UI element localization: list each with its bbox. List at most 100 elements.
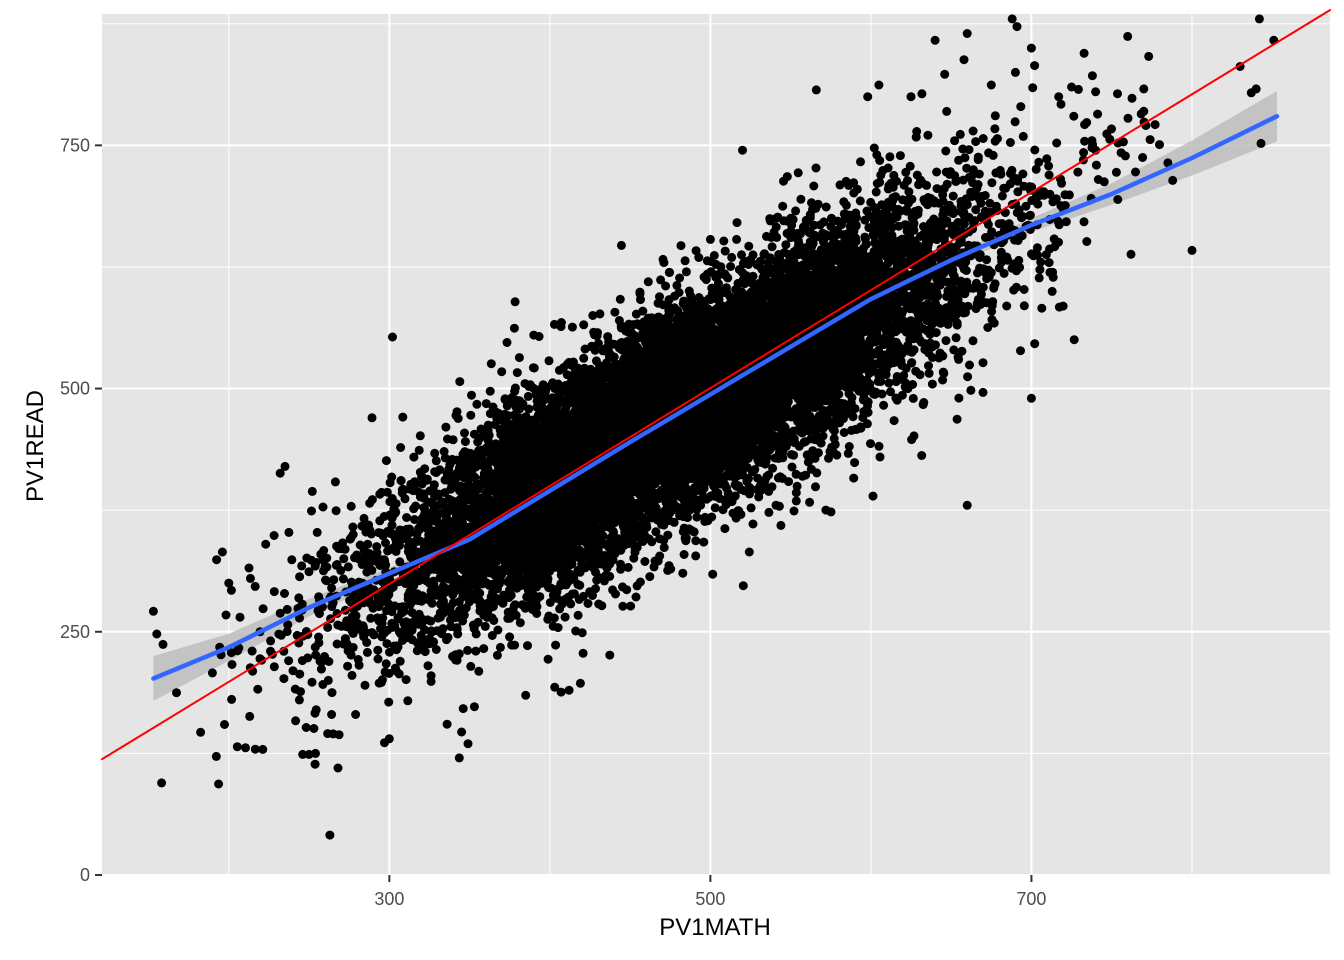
scatter-point	[327, 688, 337, 698]
scatter-point	[762, 231, 771, 241]
scatter-point	[656, 275, 666, 285]
scatter-point	[588, 311, 598, 320]
scatter-point	[381, 659, 391, 669]
scatter-point	[661, 281, 671, 291]
scatter-point	[291, 716, 301, 726]
scatter-point	[767, 242, 777, 252]
scatter-point	[821, 202, 831, 212]
scatter-point	[978, 387, 988, 397]
scatter-point	[811, 482, 820, 492]
scatter-point	[407, 608, 417, 618]
scatter-point	[544, 356, 554, 366]
scatter-point	[727, 252, 737, 262]
scatter-point	[595, 309, 605, 319]
scatter-point	[227, 660, 237, 669]
scatter-point	[560, 612, 570, 622]
scatter-point	[1111, 167, 1121, 177]
scatter-point	[1016, 346, 1025, 356]
scatter-point	[454, 753, 464, 763]
scatter-point	[402, 513, 412, 522]
scatter-point	[951, 333, 961, 343]
scatter-point	[1079, 148, 1089, 157]
scatter-point	[710, 503, 720, 513]
scatter-point	[895, 151, 905, 161]
scatter-point	[997, 191, 1007, 201]
scatter-point	[626, 601, 636, 611]
scatter-point	[1113, 89, 1122, 99]
scatter-point	[396, 443, 406, 452]
scatter-point	[949, 345, 959, 355]
scatter-point	[214, 779, 224, 789]
scatter-point	[917, 451, 927, 460]
scatter-point	[732, 218, 742, 228]
scatter-point	[380, 667, 390, 677]
scatter-point	[250, 581, 260, 591]
scatter-point	[284, 656, 294, 666]
scatter-point	[672, 280, 682, 290]
scatter-point	[990, 124, 1000, 134]
scatter-point	[869, 143, 879, 153]
scatter-point	[740, 486, 749, 496]
scatter-point	[917, 89, 927, 99]
scatter-point	[395, 656, 405, 666]
scatter-point	[764, 507, 774, 517]
scatter-point	[515, 618, 525, 628]
scatter-point	[301, 723, 311, 732]
scatter-point	[964, 145, 974, 155]
scatter-point	[562, 370, 572, 380]
scatter-point	[942, 106, 952, 116]
scatter-point	[805, 497, 815, 507]
scatter-point	[875, 452, 885, 462]
scatter-point	[982, 255, 992, 265]
scatter-point	[651, 527, 661, 537]
scatter-point	[720, 246, 730, 256]
scatter-point	[866, 439, 875, 449]
scatter-point	[904, 187, 914, 197]
scatter-point	[913, 209, 923, 219]
scatter-point	[385, 478, 395, 488]
scatter-point	[244, 563, 254, 573]
scatter-point	[250, 744, 260, 754]
scatter-point	[978, 134, 988, 143]
scatter-point	[495, 642, 505, 652]
scatter-point	[886, 387, 895, 397]
scatter-point	[966, 385, 976, 395]
scatter-point	[318, 502, 328, 512]
scatter-point	[583, 599, 593, 608]
scatter-point	[791, 488, 801, 498]
scatter-point	[327, 710, 337, 719]
scatter-point	[1021, 201, 1031, 211]
scatter-point	[968, 126, 978, 136]
scatter-point	[212, 555, 222, 565]
scatter-points	[148, 14, 1279, 840]
scatter-point	[420, 464, 430, 474]
scatter-point	[923, 130, 933, 140]
scatter-point	[884, 378, 894, 388]
scatter-point	[775, 472, 785, 482]
scatter-point	[523, 391, 533, 401]
scatter-point	[430, 448, 440, 458]
scatter-point	[781, 240, 791, 250]
scatter-point	[316, 664, 326, 674]
scatter-point	[708, 569, 718, 579]
scatter-point	[395, 557, 405, 567]
scatter-point	[663, 530, 673, 540]
scatter-point	[768, 463, 778, 473]
scatter-point	[643, 277, 653, 287]
scatter-point	[778, 201, 788, 211]
scatter-point	[776, 520, 786, 530]
scatter-point	[709, 251, 719, 260]
scatter-point	[889, 416, 899, 426]
scatter-point	[784, 477, 794, 487]
scatter-point	[923, 299, 933, 309]
scatter-point	[645, 572, 655, 582]
scatter-point	[512, 368, 522, 378]
scatter-point	[492, 650, 502, 660]
scatter-point	[699, 537, 709, 547]
scatter-point	[1082, 237, 1092, 246]
scatter-point	[1032, 243, 1042, 253]
scatter-point	[987, 178, 997, 188]
scatter-point	[605, 650, 615, 660]
scatter-point	[684, 286, 694, 296]
